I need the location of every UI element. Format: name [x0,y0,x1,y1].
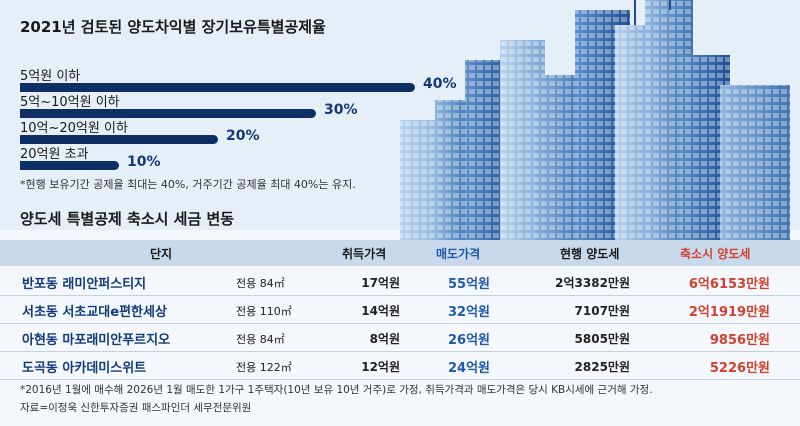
current-tax: 2825만원 [574,360,630,374]
source-text: 자료=이정욱 신한투자증권 패스파인더 세무전문위원 [20,402,252,414]
row-divider [0,379,800,380]
bar-chart-note: *현행 보유기간 공제율 최대는 40%, 거주기간 공제율 최대 40%는 유… [20,178,356,191]
table-header: 단지 취득가격 매도가격 현행 양도세 축소시 양도세 [0,240,800,266]
complex-name: 도곡동 아카데미스위트 [22,361,147,376]
column-header-reduced-tax: 축소시 양도세 [680,247,751,261]
current-tax: 2억3382만원 [555,276,630,290]
bar-category-label: 20억원 초과 [20,147,89,162]
table-row: 아현동 마포래미안푸르지오 전용 84㎡ 8억원 26억원 5805만원 9856만원 [0,324,800,352]
row-divider [0,323,800,324]
row-divider [0,295,800,296]
table-row: 서초동 서초교대e편한세상 전용 110㎡ 14억원 32억원 7107만원 2억1919… [0,296,800,324]
column-header-complex: 단지 [150,247,173,261]
bar-value-label: 10% [127,154,161,170]
column-header-acquisition-price: 취득가격 [342,247,387,261]
bar [20,83,415,92]
bar-category-label: 5억원 이하 [20,69,81,84]
acquisition-price: 12억원 [361,360,400,374]
row-divider [0,351,800,352]
bar [20,109,316,118]
table-row: 도곡동 아카데미스위트 전용 122㎡ 12억원 24억원 2825만원 5226만원 [0,352,800,380]
area-text: 전용 84㎡ [236,333,285,346]
bar-category-label: 5억~10억원 이하 [20,95,120,110]
sale-price: 55억원 [447,277,490,292]
acquisition-price: 8억원 [369,332,400,346]
table-note: *2016년 1월에 매수해 2026년 1월 매도한 1가구 1주택자(10년… [20,384,653,396]
area-text: 전용 122㎡ [236,361,292,374]
sale-price: 32억원 [447,305,490,320]
complex-name: 서초동 서초교대e편한세상 [22,305,167,320]
column-header-current-tax: 현행 양도세 [560,247,620,261]
sale-price: 24억원 [447,361,490,376]
reduced-tax: 2억1919만원 [688,305,770,320]
reduced-tax: 9856만원 [709,333,770,348]
reduced-tax: 5226만원 [709,361,770,376]
bar-value-label: 20% [226,128,260,144]
current-tax: 5805만원 [574,332,630,346]
bar-value-label: 40% [423,76,457,92]
current-tax: 7107만원 [574,304,630,318]
table-row: 반포동 래미안퍼스티지 전용 84㎡ 17억원 55억원 2억3382만원 6억6153만… [0,268,800,296]
complex-name: 반포동 래미안퍼스티지 [22,277,147,292]
buildings-illustration [400,0,790,240]
complex-name: 아현동 마포래미안푸르지오 [22,333,171,348]
table-title: 양도세 특별공제 축소시 세금 변동 [20,210,235,228]
area-text: 전용 110㎡ [236,305,292,318]
reduced-tax: 6억6153만원 [688,277,770,292]
bar [20,161,119,170]
acquisition-price: 17억원 [361,276,400,290]
bar [20,135,218,144]
area-text: 전용 84㎡ [236,277,285,290]
acquisition-price: 14억원 [361,304,400,318]
bar-value-label: 30% [324,102,358,118]
bar-chart-title: 2021년 검토된 양도차익별 장기보유특별공제율 [20,18,326,36]
sale-price: 26억원 [447,333,490,348]
bar-category-label: 10억~20억원 이하 [20,121,128,136]
column-header-sale-price: 매도가격 [436,247,481,261]
